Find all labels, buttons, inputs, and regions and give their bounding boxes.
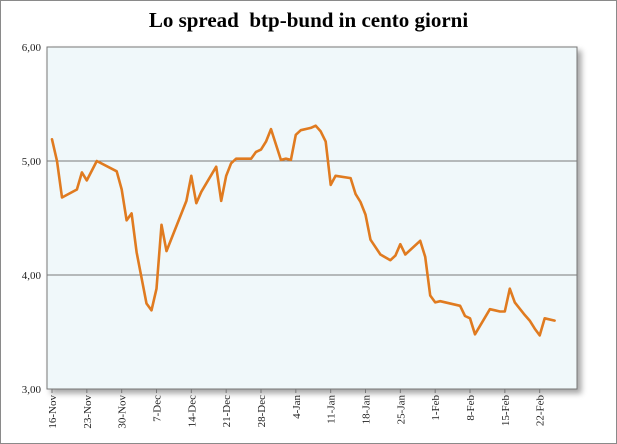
x-tick-label: 22-Feb — [535, 395, 547, 427]
x-tick-label: 14-Dec — [186, 395, 198, 427]
x-tick-label: 25-Jan — [395, 395, 407, 425]
y-axis-ticks: 6,00 5,00 4,00 3,00 — [22, 42, 42, 396]
x-axis-ticks: 16-Nov 23-Nov 30-Nov 7-Dec 14-Dec 21-Dec 28-De… — [47, 389, 547, 429]
y-tick-label: 6,00 — [22, 42, 42, 54]
x-tick-label: 4-Jan — [291, 395, 303, 419]
x-tick-label: 23-Nov — [82, 395, 94, 429]
x-tick-label: 21-Dec — [221, 395, 233, 427]
y-tick-label: 4,00 — [22, 270, 42, 282]
x-tick-label: 11-Jan — [326, 395, 338, 424]
x-tick-label: 1-Feb — [430, 395, 442, 421]
x-tick-label: 18-Jan — [361, 395, 373, 425]
x-tick-label: 8-Feb — [465, 395, 477, 421]
gridlines — [47, 160, 577, 276]
x-tick-label: 16-Nov — [47, 395, 59, 429]
plot-area — [46, 46, 578, 390]
y-tick-label: 5,00 — [22, 156, 42, 168]
y-tick-label: 3,00 — [22, 384, 42, 396]
spread-series-line — [50, 124, 556, 337]
x-tick-label: 28-Dec — [256, 395, 268, 427]
x-tick-label: 30-Nov — [117, 395, 129, 429]
x-tick-label: 15-Feb — [500, 395, 512, 427]
chart-title: Lo spread btp-bund in cento giorni — [148, 8, 469, 32]
x-tick-label: 7-Dec — [152, 395, 164, 422]
